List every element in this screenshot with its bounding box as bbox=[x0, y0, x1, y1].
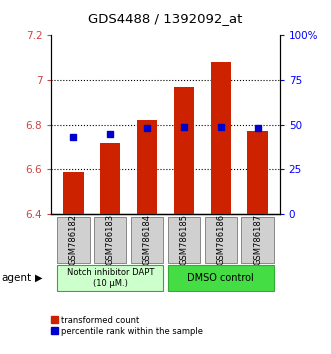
Bar bbox=[137, 120, 157, 214]
Legend: transformed count, percentile rank within the sample: transformed count, percentile rank withi… bbox=[51, 316, 203, 336]
Bar bbox=[100, 143, 120, 214]
Bar bbox=[248, 131, 268, 214]
FancyBboxPatch shape bbox=[241, 217, 274, 263]
Text: ▶: ▶ bbox=[35, 273, 42, 283]
Text: GSM786184: GSM786184 bbox=[143, 214, 152, 266]
Text: GSM786187: GSM786187 bbox=[253, 214, 262, 266]
Text: GSM786183: GSM786183 bbox=[106, 214, 115, 266]
Bar bbox=[174, 87, 194, 214]
Text: agent: agent bbox=[2, 273, 32, 283]
Text: GDS4488 / 1392092_at: GDS4488 / 1392092_at bbox=[88, 12, 243, 25]
Text: GSM786182: GSM786182 bbox=[69, 214, 78, 266]
FancyBboxPatch shape bbox=[168, 217, 200, 263]
FancyBboxPatch shape bbox=[57, 264, 163, 291]
Bar bbox=[63, 172, 83, 214]
Bar bbox=[211, 62, 231, 214]
Text: GSM786186: GSM786186 bbox=[216, 214, 225, 266]
FancyBboxPatch shape bbox=[205, 217, 237, 263]
Text: DMSO control: DMSO control bbox=[187, 273, 254, 283]
Text: Notch inhibitor DAPT
(10 μM.): Notch inhibitor DAPT (10 μM.) bbox=[67, 268, 154, 288]
FancyBboxPatch shape bbox=[57, 217, 90, 263]
FancyBboxPatch shape bbox=[168, 264, 274, 291]
FancyBboxPatch shape bbox=[94, 217, 126, 263]
FancyBboxPatch shape bbox=[131, 217, 163, 263]
Text: GSM786185: GSM786185 bbox=[179, 214, 188, 266]
